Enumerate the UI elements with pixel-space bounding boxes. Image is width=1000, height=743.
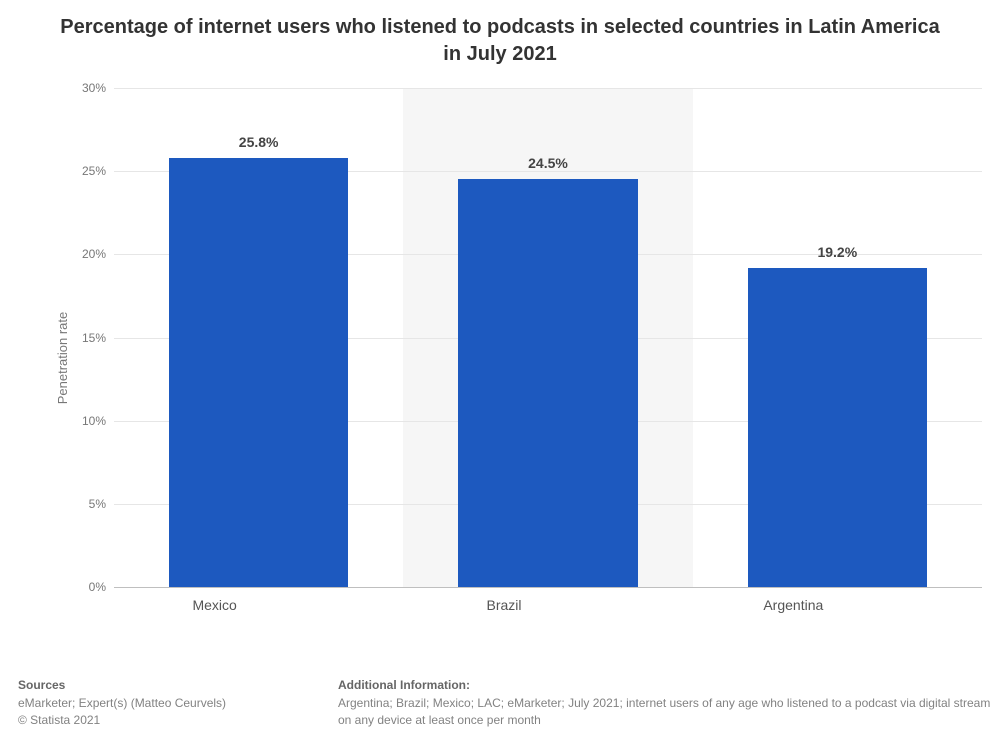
y-tick-label: 20% [82,247,114,261]
sources-block: Sources eMarketer; Expert(s) (Matteo Ceu… [18,677,278,729]
x-tick-label: Mexico [70,597,359,613]
chart-footer: Sources eMarketer; Expert(s) (Matteo Ceu… [18,677,1000,729]
bar: 24.5% [458,179,637,587]
x-tick-label: Argentina [649,597,938,613]
chart-title: Percentage of internet users who listene… [0,0,1000,74]
y-tick-label: 10% [82,414,114,428]
y-tick-label: 25% [82,164,114,178]
additional-info-text: Argentina; Brazil; Mexico; LAC; eMarkete… [338,695,1000,729]
bar: 19.2% [748,268,927,587]
y-axis-label: Penetration rate [55,312,70,405]
additional-info-block: Additional Information: Argentina; Brazi… [338,677,1000,729]
sources-line: eMarketer; Expert(s) (Matteo Ceurvels) [18,695,278,712]
gridline [114,88,982,89]
bar-value-label: 24.5% [458,155,637,179]
bar: 25.8% [169,158,348,587]
additional-info-heading: Additional Information: [338,677,1000,694]
y-tick-label: 0% [89,580,114,594]
bar-value-label: 25.8% [169,134,348,158]
sources-heading: Sources [18,677,278,694]
y-tick-label: 30% [82,81,114,95]
y-tick-label: 15% [82,331,114,345]
bar-value-label: 19.2% [748,244,927,268]
plot-area: 0%5%10%15%20%25%30%25.8%24.5%19.2% [114,88,982,588]
y-tick-label: 5% [89,497,114,511]
copyright-line: © Statista 2021 [18,712,278,729]
chart-area: Penetration rate 0%5%10%15%20%25%30%25.8… [70,78,990,638]
x-tick-label: Brazil [359,597,648,613]
